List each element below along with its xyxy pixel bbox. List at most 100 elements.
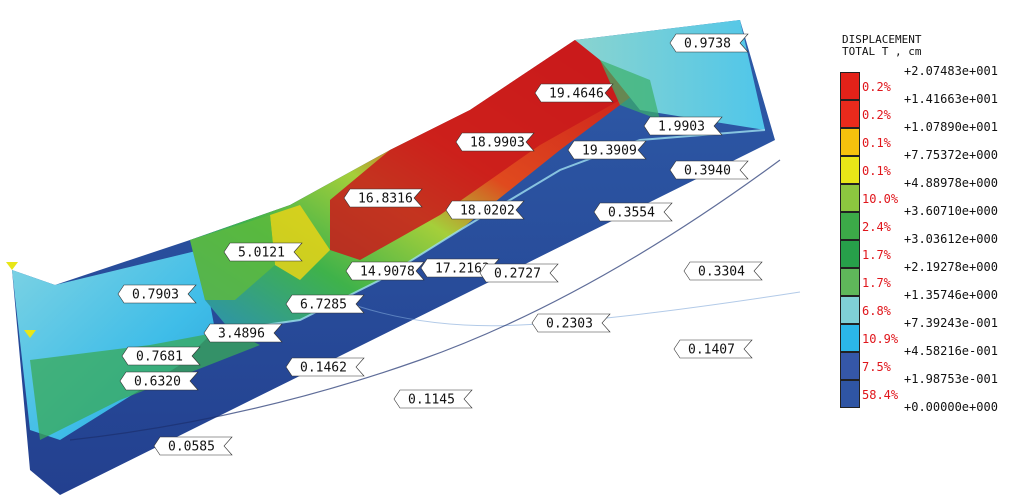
legend-boundary-value: +4.58216e-001 — [904, 344, 998, 358]
legend-swatch — [840, 128, 860, 156]
legend-swatch — [840, 268, 860, 296]
displacement-contour-model: 0.9738 19.4646 1.9903 18.9903 19.3909 0.3940 1… — [6, 20, 801, 495]
value-label-flag — [673, 339, 753, 359]
value-label: 5.0121 — [223, 242, 303, 262]
legend-percent: 1.7% — [862, 248, 891, 262]
legend-boundary-value: +0.00000e+000 — [904, 400, 998, 414]
displacement-legend: DISPLACEMENT TOTAL T , cm 0.2% 0.2% 0.1% 0.… — [832, 0, 1022, 497]
legend-percent: 7.5% — [862, 360, 891, 374]
value-label-text: 0.2303 — [546, 317, 593, 332]
value-label-flag — [121, 346, 201, 366]
legend-boundary-value: +2.19278e+000 — [904, 260, 998, 274]
legend-swatch — [840, 184, 860, 212]
legend-swatch — [840, 212, 860, 240]
value-label-flag — [345, 261, 425, 281]
legend-boundary-value: +7.39243e-001 — [904, 316, 998, 330]
value-label-text: 0.0585 — [168, 440, 215, 455]
value-label-flag — [203, 323, 283, 343]
legend-swatch — [840, 296, 860, 324]
value-label-flag — [117, 284, 197, 304]
legend-boundary-value: +1.35746e+000 — [904, 288, 998, 302]
value-label: 0.1145 — [393, 389, 473, 409]
value-label: 18.9903 — [455, 132, 535, 152]
value-label: 0.1462 — [285, 357, 365, 377]
value-label-text: 0.6320 — [134, 375, 181, 390]
value-label: 0.2727 — [479, 263, 559, 283]
value-label: 0.2303 — [531, 313, 611, 333]
value-label-text: 0.2727 — [494, 267, 541, 282]
value-label-text: 1.9903 — [658, 120, 705, 135]
value-label-text: 17.2163 — [435, 262, 490, 277]
legend-percent: 1.7% — [862, 276, 891, 290]
value-label: 0.3304 — [683, 261, 763, 281]
value-label: 0.9738 — [669, 33, 749, 53]
water-level-marker-top — [6, 262, 18, 270]
legend-title: DISPLACEMENT TOTAL T , cm — [842, 34, 921, 58]
value-label-text: 0.7903 — [132, 288, 179, 303]
value-label-text: 3.4896 — [218, 327, 265, 342]
legend-boundary-value: +2.07483e+001 — [904, 64, 998, 78]
value-label-flag — [593, 202, 673, 222]
legend-swatch — [840, 380, 860, 408]
value-label-flag — [455, 132, 535, 152]
legend-title-line2: TOTAL T , cm — [842, 45, 922, 58]
legend-boundary-value: +7.75372e+000 — [904, 148, 998, 162]
legend-boundary-value: +3.60710e+000 — [904, 204, 998, 218]
value-label-text: 0.1407 — [688, 343, 735, 358]
value-label-text: 6.7285 — [300, 298, 347, 313]
crest-green — [600, 60, 660, 120]
value-label-flag — [531, 313, 611, 333]
legend-percent: 0.2% — [862, 80, 891, 94]
value-label-flag — [153, 436, 233, 456]
value-label-flag — [683, 261, 763, 281]
legend-percent: 0.1% — [862, 136, 891, 150]
value-label: 14.9078 — [345, 261, 425, 281]
legend-percent: 10.9% — [862, 332, 899, 346]
value-label-text: 0.1145 — [408, 393, 455, 408]
value-label-text: 0.3554 — [608, 206, 655, 221]
legend-percent: 0.1% — [862, 164, 891, 178]
legend-swatch — [840, 72, 860, 100]
value-label-text: 0.3940 — [684, 164, 731, 179]
legend-swatch — [840, 156, 860, 184]
value-label: 0.7903 — [117, 284, 197, 304]
value-label-flag — [669, 160, 749, 180]
value-label-text: 0.7681 — [136, 350, 183, 365]
value-label-text: 14.9078 — [360, 265, 415, 280]
value-label-flag — [223, 242, 303, 262]
value-labels: 0.9738 19.4646 1.9903 18.9903 19.3909 0.3940 1… — [117, 33, 763, 456]
value-label-text: 0.1462 — [300, 361, 347, 376]
value-label: 6.7285 — [285, 294, 365, 314]
value-label-flag — [393, 389, 473, 409]
value-label: 0.1407 — [673, 339, 753, 359]
value-label-text: 5.0121 — [238, 246, 285, 261]
value-label-flag — [285, 357, 365, 377]
value-label: 0.3940 — [669, 160, 749, 180]
value-label: 19.4646 — [534, 83, 614, 103]
value-label-text: 18.0202 — [460, 204, 515, 219]
value-label: 16.8316 — [343, 188, 423, 208]
value-label-flag — [119, 371, 199, 391]
legend-boundary-value: +1.41663e+001 — [904, 92, 998, 106]
value-label-flag — [445, 200, 525, 220]
value-label: 18.0202 — [445, 200, 525, 220]
value-label: 0.6320 — [119, 371, 199, 391]
value-label: 0.3554 — [593, 202, 673, 222]
value-label-flag — [343, 188, 423, 208]
value-label: 0.0585 — [153, 436, 233, 456]
value-label-text: 0.9738 — [684, 37, 731, 52]
value-label-flag — [534, 83, 614, 103]
legend-percent: 2.4% — [862, 220, 891, 234]
legend-percent: 6.8% — [862, 304, 891, 318]
legend-swatch — [840, 100, 860, 128]
value-label-flag — [285, 294, 365, 314]
value-label-flag — [643, 116, 723, 136]
legend-percent: 58.4% — [862, 388, 899, 402]
legend-swatch — [840, 240, 860, 268]
legend-boundary-value: +3.03612e+000 — [904, 232, 998, 246]
legend-boundary-value: +4.88978e+000 — [904, 176, 998, 190]
legend-boundary-value: +1.07890e+001 — [904, 120, 998, 134]
legend-boundary-value: +1.98753e-001 — [904, 372, 998, 386]
value-label-flag — [479, 263, 559, 283]
legend-swatch — [840, 324, 860, 352]
